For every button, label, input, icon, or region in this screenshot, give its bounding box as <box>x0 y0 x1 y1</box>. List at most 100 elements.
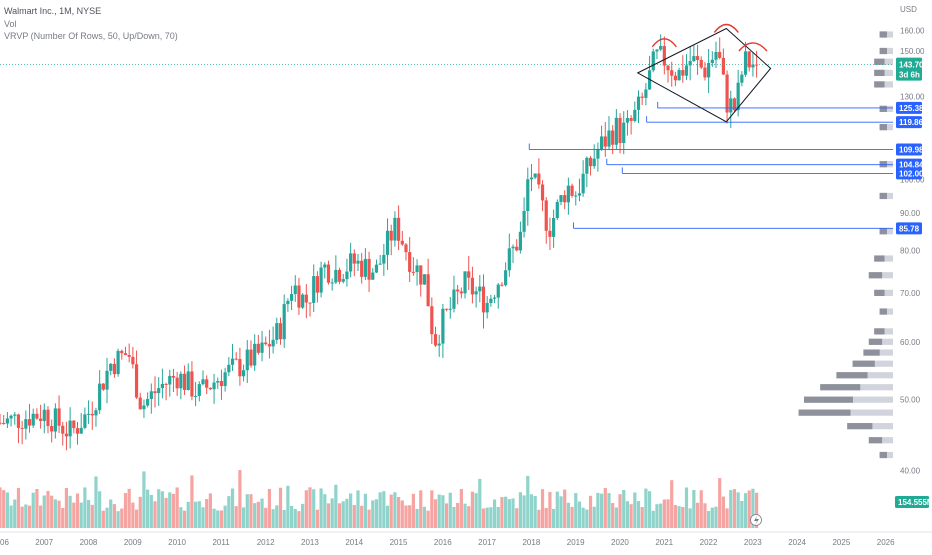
candle[interactable] <box>142 399 146 418</box>
candle[interactable] <box>230 343 235 371</box>
candle[interactable] <box>618 113 622 154</box>
candle[interactable] <box>507 233 511 277</box>
level-price-tag[interactable]: 102.00 <box>896 167 924 180</box>
candle[interactable] <box>363 248 367 281</box>
candle[interactable] <box>57 395 61 433</box>
candle[interactable] <box>478 274 482 303</box>
candle[interactable] <box>437 334 441 357</box>
candle[interactable] <box>552 209 556 248</box>
candle[interactable] <box>367 251 371 292</box>
candle[interactable] <box>356 253 360 272</box>
candle[interactable] <box>282 294 286 348</box>
candle[interactable] <box>238 347 242 386</box>
candle[interactable] <box>389 224 393 256</box>
candle[interactable] <box>400 230 404 246</box>
volume-value-tag[interactable]: 154.555M <box>895 496 932 508</box>
candle[interactable] <box>50 419 54 443</box>
candle[interactable] <box>636 90 641 124</box>
candle[interactable] <box>208 387 212 391</box>
candle[interactable] <box>522 197 526 238</box>
candle[interactable] <box>659 34 663 52</box>
candle[interactable] <box>692 45 696 63</box>
volume-indicator-label[interactable]: Vol <box>4 19 17 29</box>
candle[interactable] <box>86 400 91 424</box>
candle[interactable] <box>330 278 334 291</box>
candle[interactable] <box>194 381 198 407</box>
candle[interactable] <box>68 407 72 449</box>
candle[interactable] <box>160 368 164 399</box>
candle[interactable] <box>278 317 283 345</box>
candle[interactable] <box>61 422 65 446</box>
candle[interactable] <box>227 357 231 376</box>
candle[interactable] <box>644 83 648 106</box>
candle[interactable] <box>245 339 249 383</box>
candle[interactable] <box>529 163 534 192</box>
candle[interactable] <box>408 236 412 282</box>
candle[interactable] <box>153 376 157 408</box>
candle[interactable] <box>149 383 153 414</box>
candle[interactable] <box>721 48 725 75</box>
candle[interactable] <box>53 403 57 439</box>
candle[interactable] <box>271 326 275 354</box>
candle[interactable] <box>592 144 596 169</box>
candle[interactable] <box>718 37 722 60</box>
candle[interactable] <box>743 41 748 77</box>
candle[interactable] <box>747 51 751 72</box>
candle[interactable] <box>588 155 593 176</box>
candle[interactable] <box>603 122 607 157</box>
candle[interactable] <box>168 369 172 397</box>
candle[interactable] <box>38 404 43 429</box>
candle[interactable] <box>382 243 386 276</box>
candle[interactable] <box>404 242 408 261</box>
candle[interactable] <box>430 297 434 344</box>
candle[interactable] <box>710 51 714 67</box>
candle[interactable] <box>216 377 220 389</box>
candle[interactable] <box>647 55 652 90</box>
candle[interactable] <box>24 410 28 440</box>
candle[interactable] <box>371 268 375 280</box>
candle[interactable] <box>385 218 390 271</box>
candle[interactable] <box>707 48 711 94</box>
candle[interactable] <box>249 340 253 368</box>
candle[interactable] <box>352 249 356 277</box>
candle[interactable] <box>345 258 349 287</box>
candle[interactable] <box>684 54 689 81</box>
candle[interactable] <box>79 413 83 434</box>
candle[interactable] <box>27 403 32 433</box>
candle[interactable] <box>496 282 500 309</box>
candle[interactable] <box>456 284 460 305</box>
candle[interactable] <box>444 308 449 312</box>
candle[interactable] <box>101 383 105 391</box>
level-price-tag[interactable]: 109.98 <box>896 143 924 156</box>
level-price-tag[interactable]: 125.38 <box>896 101 924 114</box>
candle[interactable] <box>544 197 548 244</box>
candle[interactable] <box>205 375 209 395</box>
candle[interactable] <box>267 329 272 359</box>
candle[interactable] <box>64 421 69 451</box>
candle[interactable] <box>651 48 655 73</box>
candle[interactable] <box>714 41 718 69</box>
candle[interactable] <box>526 167 530 226</box>
candle[interactable] <box>751 51 755 77</box>
candle[interactable] <box>179 371 183 400</box>
candle[interactable] <box>681 55 685 83</box>
candle[interactable] <box>441 303 445 358</box>
candle[interactable] <box>599 125 604 151</box>
candle[interactable] <box>419 265 423 297</box>
candle[interactable] <box>275 317 279 344</box>
candle[interactable] <box>666 64 670 83</box>
candle[interactable] <box>360 252 364 284</box>
candle[interactable] <box>470 266 475 304</box>
candle[interactable] <box>474 286 478 308</box>
candle[interactable] <box>574 191 578 206</box>
candle[interactable] <box>323 262 327 279</box>
candle[interactable] <box>673 71 678 87</box>
candle[interactable] <box>186 363 190 391</box>
candle[interactable] <box>740 71 744 87</box>
candle[interactable] <box>504 262 508 287</box>
candle[interactable] <box>75 421 80 445</box>
candle[interactable] <box>570 183 574 198</box>
candle[interactable] <box>123 346 128 356</box>
candle[interactable] <box>175 371 179 396</box>
